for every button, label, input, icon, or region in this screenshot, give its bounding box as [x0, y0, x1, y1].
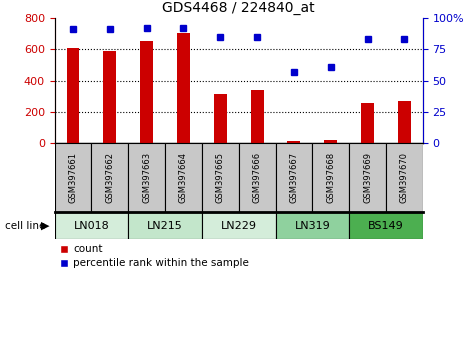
Bar	[104, 51, 116, 143]
Bar	[238, 143, 276, 212]
Text: LN018: LN018	[74, 221, 109, 231]
Legend: count, percentile rank within the sample: count, percentile rank within the sample	[60, 244, 249, 268]
Bar	[287, 141, 300, 143]
Bar	[66, 48, 79, 143]
Bar	[214, 94, 227, 143]
Text: GSM397669: GSM397669	[363, 152, 372, 204]
Bar	[276, 143, 313, 212]
Bar	[140, 41, 153, 143]
Text: GSM397666: GSM397666	[253, 152, 262, 204]
Text: GSM397670: GSM397670	[400, 152, 409, 204]
Bar	[91, 143, 128, 212]
Text: GSM397662: GSM397662	[105, 152, 114, 204]
Bar	[128, 212, 202, 239]
Text: GSM397664: GSM397664	[179, 152, 188, 204]
Bar	[202, 212, 276, 239]
Text: GSM397667: GSM397667	[289, 152, 298, 204]
Text: LN319: LN319	[294, 221, 330, 231]
Title: GDS4468 / 224840_at: GDS4468 / 224840_at	[162, 1, 315, 15]
Bar	[165, 143, 202, 212]
Bar	[177, 33, 190, 143]
Bar	[324, 140, 337, 143]
Text: LN229: LN229	[221, 221, 256, 231]
Bar	[349, 143, 386, 212]
Text: LN215: LN215	[147, 221, 183, 231]
Text: BS149: BS149	[368, 221, 404, 231]
Text: ▶: ▶	[41, 221, 50, 231]
Text: GSM397668: GSM397668	[326, 152, 335, 204]
Bar	[386, 143, 423, 212]
Text: GSM397661: GSM397661	[68, 152, 77, 204]
Bar	[276, 212, 349, 239]
Bar	[313, 143, 349, 212]
Bar	[128, 143, 165, 212]
Bar	[55, 143, 91, 212]
Bar	[251, 90, 264, 143]
Text: GSM397665: GSM397665	[216, 152, 225, 204]
Text: GSM397663: GSM397663	[142, 152, 151, 204]
Bar	[398, 101, 411, 143]
Text: cell line: cell line	[5, 221, 45, 231]
Bar	[202, 143, 238, 212]
Bar	[349, 212, 423, 239]
Bar	[361, 103, 374, 143]
Bar	[55, 212, 128, 239]
